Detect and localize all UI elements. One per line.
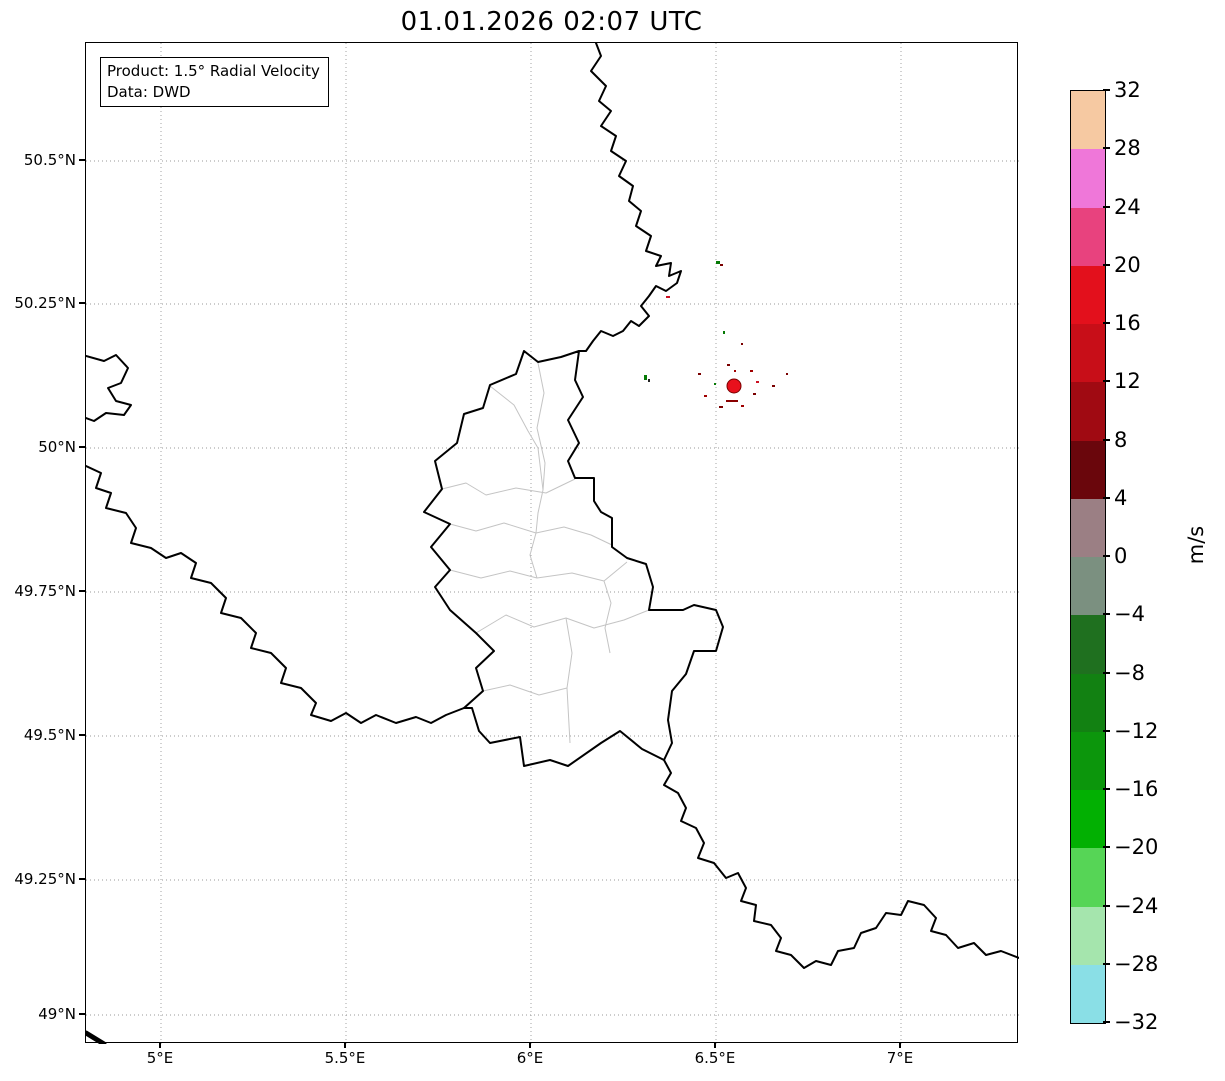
- gridlines: [86, 43, 1019, 1044]
- colorbar-segment: [1071, 498, 1105, 557]
- colorbar-segment: [1071, 149, 1105, 208]
- colorbar-tick-label: 32: [1103, 78, 1141, 102]
- lat-tick-label: 49.25°N: [0, 870, 85, 888]
- colorbar-tick-label: 20: [1103, 253, 1141, 277]
- france-germany-border: [663, 759, 1019, 969]
- colorbar-tick-label: −20: [1102, 835, 1159, 859]
- colorbar-segment: [1071, 906, 1105, 965]
- colorbar-segment: [1071, 440, 1105, 499]
- lat-tick-label: 50.5°N: [0, 151, 85, 169]
- colorbar-segment: [1071, 265, 1105, 324]
- data-source-line: Data: DWD: [107, 82, 191, 101]
- luxembourg-border: [423, 350, 724, 767]
- colorbar-segment: [1071, 91, 1105, 150]
- radar-location-marker: [726, 378, 742, 394]
- map-plot-area: Product: 1.5° Radial Velocity Data: DWD: [85, 42, 1019, 1044]
- belgium-germany-border: [578, 43, 682, 352]
- colorbar-tick-label: 8: [1102, 428, 1128, 452]
- lon-tick-label: 5°E: [110, 1043, 210, 1067]
- colorbar-tick-label: −8: [1103, 661, 1145, 685]
- colorbar-tick-label: −12: [1102, 719, 1159, 743]
- lat-tick-label: 50.25°N: [0, 294, 85, 312]
- colorbar-tick-label: 16: [1103, 311, 1141, 335]
- velocity-specks: [644, 261, 788, 408]
- colorbar-tick-label: −24: [1102, 894, 1159, 918]
- colorbar-segment: [1071, 207, 1105, 266]
- product-info-box: Product: 1.5° Radial Velocity Data: DWD: [100, 57, 329, 108]
- colorbar-segment: [1071, 790, 1105, 849]
- figure-title: 01.01.2026 02:07 UTC: [400, 7, 703, 37]
- colorbar-segment: [1071, 964, 1105, 1023]
- colorbar-tick-label: −28: [1102, 952, 1159, 976]
- lat-tick-label: 50°N: [0, 438, 85, 456]
- colorbar-segment: [1071, 382, 1105, 441]
- colorbar-tick-label: −16: [1102, 777, 1159, 801]
- velocity-colorbar: [1070, 90, 1106, 1024]
- country-borders: [86, 43, 1019, 1044]
- colorbar-tick-label: −4: [1103, 602, 1145, 626]
- colorbar-segment: [1071, 731, 1105, 790]
- lon-tick-label: 6.5°E: [665, 1043, 765, 1067]
- product-info-line: Product: 1.5° Radial Velocity: [107, 62, 320, 80]
- colorbar-tick-label: 0: [1102, 544, 1128, 568]
- canton-borders: [441, 362, 650, 744]
- map-canvas: [86, 43, 1019, 1044]
- colorbar-segment: [1071, 673, 1105, 732]
- colorbar-tick-label: 28: [1103, 136, 1141, 160]
- lon-tick-label: 5.5°E: [295, 1043, 395, 1067]
- lat-tick-label: 49°N: [0, 1005, 85, 1023]
- colorbar-tick-label: −32: [1102, 1010, 1159, 1034]
- lat-tick-label: 49.75°N: [0, 582, 85, 600]
- givet-salient-border: [86, 354, 132, 422]
- lon-tick-label: 7°E: [850, 1043, 950, 1067]
- lat-tick-label: 49.5°N: [0, 726, 85, 744]
- colorbar-tick-label: 4: [1102, 486, 1128, 510]
- colorbar-tick-label: 12: [1103, 369, 1141, 393]
- corner-border-fragment: [86, 1030, 107, 1044]
- colorbar-segment: [1071, 848, 1105, 907]
- colorbar-unit-label: m/s: [1184, 525, 1208, 565]
- lon-tick-label: 6°E: [480, 1043, 580, 1067]
- france-belgium-border: [86, 465, 465, 724]
- colorbar-tick-label: 24: [1103, 195, 1141, 219]
- colorbar-segment: [1071, 615, 1105, 674]
- colorbar-segment: [1071, 557, 1105, 616]
- colorbar-segment: [1071, 324, 1105, 383]
